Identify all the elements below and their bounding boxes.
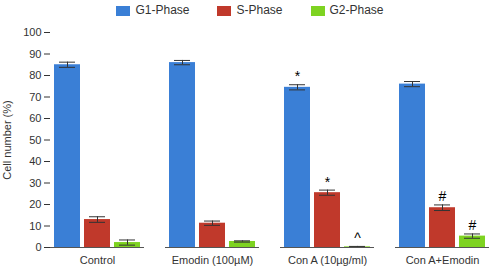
svg-text:30: 30 — [29, 177, 41, 189]
svg-text:20: 20 — [29, 198, 41, 210]
html-text:S-Phase: S-Phase — [236, 3, 283, 17]
svg-text:^: ^ — [354, 230, 361, 246]
svg-text:10: 10 — [29, 220, 41, 232]
svg-text:Control: Control — [80, 254, 115, 266]
html-text:G2-Phase: G2-Phase — [329, 3, 384, 17]
svg-text:*: * — [325, 174, 331, 190]
svg-text:*: * — [295, 68, 301, 84]
svg-text:50: 50 — [29, 134, 41, 146]
svg-text:#: # — [439, 188, 447, 204]
svg-text:100: 100 — [23, 26, 41, 38]
svg-text:80: 80 — [29, 69, 41, 81]
svg-text:0: 0 — [35, 241, 41, 253]
svg-text:#: # — [469, 217, 477, 233]
svg-text:Emodin (100µM): Emodin (100µM) — [172, 254, 254, 266]
svg-text:Cell number (%): Cell number (%) — [1, 100, 13, 179]
svg-text:Con A (10µg/ml): Con A (10µg/ml) — [288, 254, 367, 266]
svg-text:60: 60 — [29, 112, 41, 124]
svg-text:Con A+Emodin: Con A+Emodin — [406, 254, 480, 266]
svg-text:70: 70 — [29, 91, 41, 103]
html-text:G1-Phase: G1-Phase — [135, 3, 190, 17]
svg-text:90: 90 — [29, 48, 41, 60]
svg-text:40: 40 — [29, 155, 41, 167]
